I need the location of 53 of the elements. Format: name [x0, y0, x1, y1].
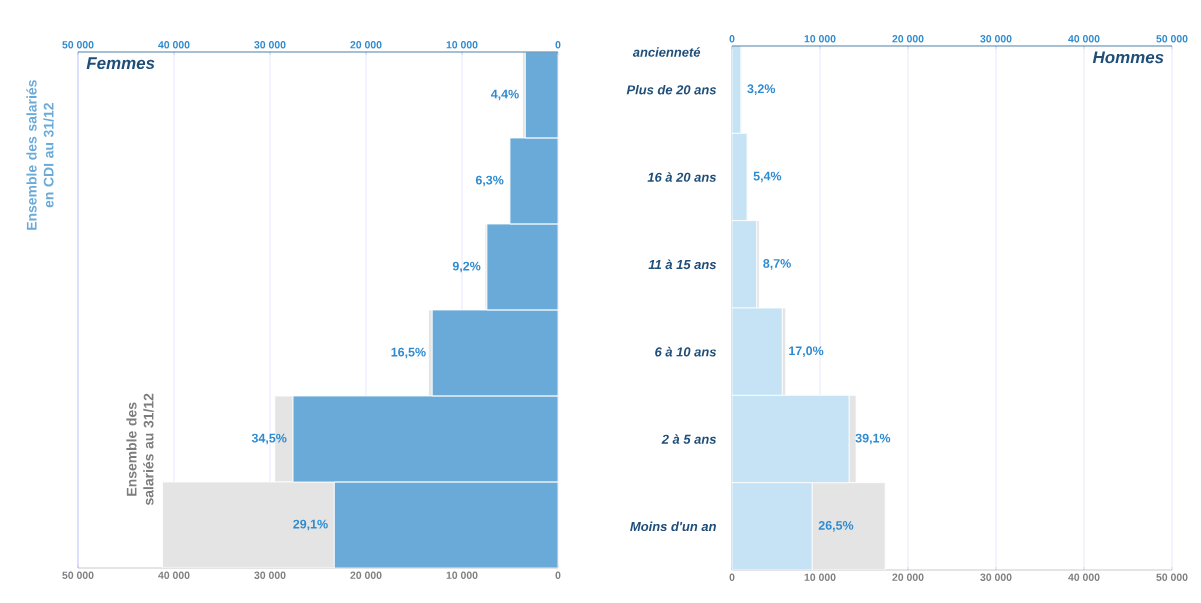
annotation: 34,5% — [251, 433, 287, 445]
annotation: 29,1% — [293, 519, 328, 531]
annotation: 17,0% — [789, 346, 824, 357]
text: Ensemble des salariés en CDI au 31/12 — [26, 80, 54, 230]
x-tick-label: 0 — [729, 573, 735, 581]
annotation: 5,4% — [753, 171, 782, 183]
annotation: 4,4% — [490, 89, 519, 101]
x-tick-label: 30 000 — [254, 571, 286, 579]
x-tick-label: 40 000 — [1068, 573, 1100, 581]
x2-tick-label: 40 000 — [158, 41, 190, 49]
x-tick-label: 50 000 — [62, 571, 94, 579]
x2-tick-label: 50 000 — [62, 41, 94, 49]
x2-tick-label: 20 000 — [350, 41, 382, 49]
bar — [524, 52, 558, 139]
x-tick-label: 40 000 — [158, 571, 190, 579]
y-tick-label: 11 à 15 ans — [648, 259, 717, 270]
x2-tick-label: 40 000 — [1068, 35, 1100, 43]
x-tick-label: 30 000 — [980, 573, 1012, 581]
x2-tick-label: 50 000 — [1156, 35, 1188, 43]
bar — [509, 137, 558, 225]
y-tick-label: 2 à 5 ans — [661, 434, 717, 444]
x2-tick-label: 20 000 — [892, 35, 924, 43]
y-tick-label: 16 à 20 ans — [647, 172, 717, 182]
y-tick-label: Moins d'un an — [630, 521, 716, 532]
x2-tick-label: 10 000 — [446, 41, 478, 49]
x-tick-label: 10 000 — [804, 573, 836, 581]
annotation: 8,7% — [763, 259, 791, 270]
annotation: 39,1% — [855, 433, 891, 445]
x2-tick-label: 0 — [555, 41, 561, 49]
x-tick-label: 20 000 — [350, 571, 382, 579]
annotation: 3,2% — [747, 84, 776, 95]
x2-tick-label: 10 000 — [804, 35, 836, 43]
y-axis-title: ancienneté — [632, 47, 701, 57]
chart-title: Hommes — [1092, 51, 1164, 64]
bar — [292, 395, 558, 483]
chart-title: Femmes — [86, 57, 155, 70]
annotation: 6,3% — [475, 175, 504, 187]
x-tick-label: 0 — [555, 571, 561, 579]
x2-tick-label: 30 000 — [254, 41, 286, 49]
annotation: 16,5% — [391, 347, 426, 359]
y-tick-label: Plus de 20 ans — [626, 84, 717, 95]
bar — [486, 223, 558, 311]
x-tick-label: 10 000 — [446, 571, 478, 579]
bar — [333, 481, 558, 569]
annotation: 26,5% — [818, 521, 854, 532]
x2-tick-label: 30 000 — [980, 35, 1012, 43]
x-tick-label: 20 000 — [892, 573, 924, 581]
y-tick-label: 6 à 10 ans — [655, 346, 717, 357]
text: Ensemble des salariés au 31/12 — [126, 393, 154, 506]
x-tick-label: 50 000 — [1156, 573, 1188, 581]
annotation: 9,2% — [452, 261, 481, 273]
x2-tick-label: 0 — [729, 35, 735, 43]
bar — [431, 309, 558, 397]
